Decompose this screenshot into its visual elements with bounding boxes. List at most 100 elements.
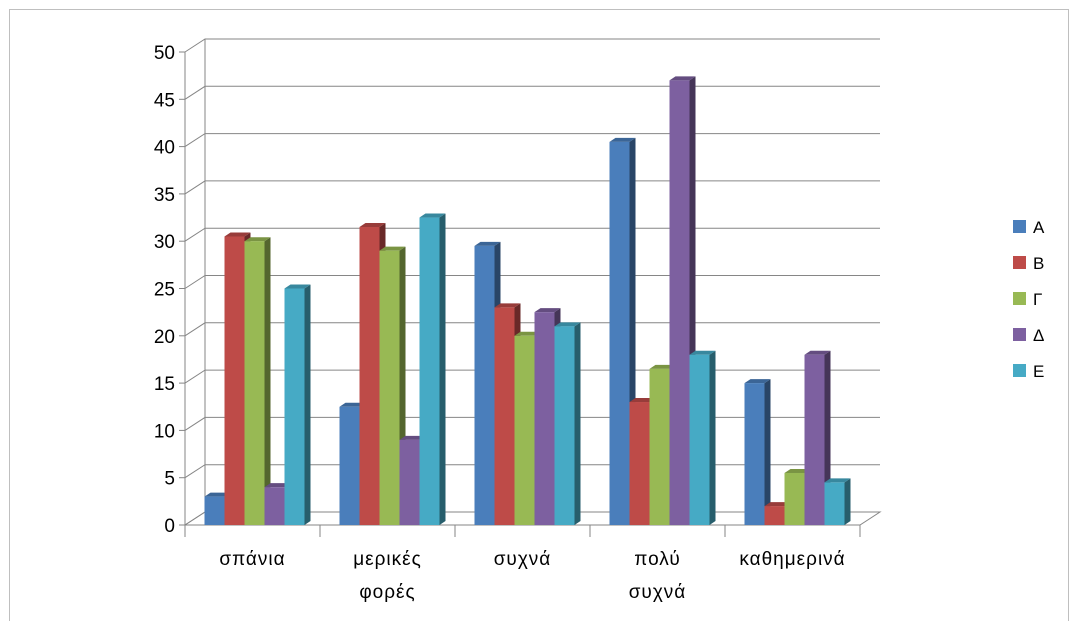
bar-top (379, 246, 406, 251)
bar-front (359, 227, 380, 525)
bar-top (264, 483, 291, 488)
y-tick-label: 35 (154, 185, 175, 206)
bar-top (534, 308, 561, 313)
bar-top (359, 223, 386, 228)
legend-swatch (1013, 220, 1026, 233)
y-tick-label: 10 (154, 421, 175, 442)
bar-front (419, 217, 440, 526)
bar-top (339, 402, 366, 407)
bar-front (339, 406, 360, 525)
gridline (184, 180, 880, 195)
y-axis: 0 5 10 15 20 25 30 35 40 45 50 (154, 43, 186, 537)
bar-top (399, 435, 426, 440)
legend-item: Β (1013, 254, 1044, 273)
bar-side (574, 322, 581, 525)
legend-swatch (1013, 292, 1026, 305)
legend-swatch (1013, 256, 1026, 269)
bar-side (264, 237, 271, 525)
bar (419, 213, 446, 526)
y-tick-label: 25 (154, 280, 175, 301)
gridlines (184, 38, 880, 479)
x-category-label: φορές (359, 582, 415, 603)
bar-side (764, 379, 771, 525)
bar (689, 350, 716, 525)
bar-side (709, 350, 716, 525)
bar-front (379, 250, 400, 525)
bar (284, 284, 311, 525)
bar-front (399, 439, 420, 525)
x-category-label: συχνά (494, 549, 552, 570)
legend-item: Ε (1013, 362, 1044, 381)
y-tick-label: 5 (164, 469, 175, 490)
legend-item: Α (1013, 218, 1045, 237)
bar-front (514, 335, 535, 525)
x-category-label: συχνά (629, 582, 687, 603)
bar-side (844, 478, 851, 525)
bar-top (609, 137, 636, 142)
bar-top (554, 322, 581, 327)
y-tick-label: 0 (164, 516, 175, 537)
bar-front (689, 354, 710, 525)
legend-label: Γ (1033, 290, 1042, 309)
gridline (184, 322, 880, 337)
bar-front (534, 312, 555, 525)
bar-front (609, 141, 630, 525)
bar-front (224, 236, 245, 525)
bar-front (669, 80, 690, 525)
y-tick-label: 40 (154, 138, 175, 159)
legend-label: Β (1033, 254, 1044, 273)
bar (554, 322, 581, 525)
bar-top (649, 364, 676, 369)
bar-top (629, 398, 656, 403)
x-category-label: μερικές (353, 549, 422, 570)
bar-front (629, 402, 650, 525)
bar-top (494, 303, 521, 308)
bar-top (204, 492, 231, 497)
y-tick-label: 30 (154, 232, 175, 253)
bar-top (764, 502, 791, 507)
gridline (184, 38, 880, 53)
bar-front (649, 368, 670, 525)
legend-label: Α (1033, 218, 1045, 237)
legend-label: Ε (1033, 362, 1044, 381)
bar-top (284, 284, 311, 289)
bar-side (304, 284, 311, 525)
legend-label: Δ (1033, 326, 1044, 345)
bar-top (224, 232, 251, 237)
bar-front (244, 241, 265, 525)
bar-front (554, 326, 575, 525)
bar-top (669, 76, 696, 81)
gridline (184, 133, 880, 148)
bar-front (204, 496, 225, 525)
bar-top (689, 350, 716, 355)
x-category-label: καθημερινά (739, 549, 845, 570)
bar-front (824, 482, 845, 525)
bars (204, 76, 851, 526)
bar-top (804, 350, 831, 355)
bar (824, 478, 851, 525)
y-tick-label: 50 (154, 43, 175, 64)
bar-top (244, 237, 271, 242)
bar-top (474, 241, 501, 246)
y-tick-label: 45 (154, 90, 175, 111)
bar (744, 379, 771, 525)
gridline (184, 85, 880, 100)
bar (244, 237, 271, 525)
y-tick-label: 20 (154, 327, 175, 348)
x-category-label: σπάνια (219, 549, 285, 570)
bar-front (474, 245, 495, 525)
legend-item: Δ (1013, 326, 1044, 345)
bar-top (419, 213, 446, 218)
legend-swatch (1013, 364, 1026, 377)
bar-front (784, 472, 805, 525)
y-tick-label: 15 (154, 374, 175, 395)
legend-item: Γ (1013, 290, 1042, 309)
bar-top (824, 478, 851, 483)
bar-top (514, 331, 541, 336)
gridline (184, 275, 880, 289)
bar-front (494, 307, 515, 525)
gridline (184, 227, 880, 242)
bar-front (284, 288, 305, 525)
